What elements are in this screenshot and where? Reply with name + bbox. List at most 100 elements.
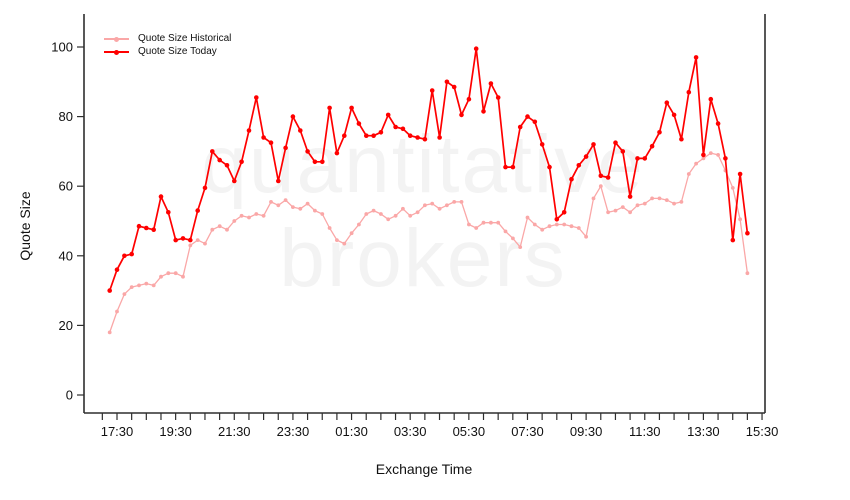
today-series-point xyxy=(129,251,134,257)
today-series-point xyxy=(327,105,332,111)
x-tick-label: 11:30 xyxy=(629,424,661,439)
today-series-point xyxy=(239,159,244,165)
today-series-point xyxy=(290,114,296,119)
x-tick-label: 13:30 xyxy=(687,424,720,439)
historical-series-line xyxy=(109,152,749,333)
historical-series-point xyxy=(745,271,750,276)
today-series-point xyxy=(686,89,692,95)
today-series-point xyxy=(378,130,384,135)
historical-series-point xyxy=(320,212,325,216)
today-series-point xyxy=(232,178,237,184)
today-series-point xyxy=(620,149,626,154)
today-series-point xyxy=(437,135,442,140)
legend-item-historical: Quote Size Historical xyxy=(104,32,231,45)
historical-series-point xyxy=(129,285,134,289)
today-series-point xyxy=(385,112,391,118)
today-series-point xyxy=(320,159,325,165)
historical-series-point xyxy=(620,205,625,210)
historical-series-point xyxy=(401,206,405,211)
today-series-point xyxy=(561,210,567,215)
historical-series-point xyxy=(232,219,237,223)
today-series-point xyxy=(136,223,142,229)
today-series-point xyxy=(210,149,215,154)
historical-series-point xyxy=(298,206,303,211)
today-series-point xyxy=(342,133,347,138)
historical-series-point xyxy=(371,208,376,213)
today-series-point xyxy=(114,267,120,273)
historical-series-point xyxy=(342,241,347,246)
historical-series-point xyxy=(459,200,464,204)
today-series-point xyxy=(525,114,530,119)
today-series-point xyxy=(503,164,508,170)
today-series-point xyxy=(180,236,186,241)
historical-series-point xyxy=(650,196,654,201)
historical-series-point xyxy=(635,203,640,208)
legend-item-today: Quote Size Today xyxy=(104,45,231,58)
today-series-point xyxy=(407,133,413,138)
today-series-point xyxy=(451,84,457,90)
historical-series-point xyxy=(261,213,266,218)
x-tick-label: 01:30 xyxy=(335,424,368,439)
today-series-point xyxy=(723,156,728,161)
x-tick-label: 09:30 xyxy=(570,424,603,439)
x-tick-label: 21:30 xyxy=(218,424,251,439)
today-series-point xyxy=(466,96,472,102)
historical-series-point xyxy=(203,241,207,246)
historical-series-point xyxy=(137,283,141,288)
today-series-point xyxy=(495,95,501,100)
historical-series-point xyxy=(379,212,383,216)
x-tick-label: 03:30 xyxy=(394,424,427,439)
historical-series-point xyxy=(606,210,610,215)
y-tick-label: 20 xyxy=(59,318,73,333)
historical-series-point xyxy=(547,224,552,229)
today-series-point xyxy=(429,88,435,93)
today-series-point xyxy=(298,128,303,133)
today-series-point xyxy=(745,230,750,236)
today-point-icon xyxy=(114,49,119,55)
historical-series-point xyxy=(708,151,713,156)
historical-series-point xyxy=(445,203,449,208)
historical-series-point xyxy=(408,213,413,218)
historical-series-point xyxy=(591,196,596,201)
legend-label-historical: Quote Size Historical xyxy=(138,33,232,44)
historical-series-point xyxy=(569,224,574,229)
today-series-point xyxy=(122,253,127,259)
legend-label-today: Quote Size Today xyxy=(138,46,217,57)
today-series-point xyxy=(107,288,112,293)
historical-series-point xyxy=(423,203,427,208)
today-series-point xyxy=(715,121,721,126)
historical-series-point xyxy=(584,234,588,239)
historical-series-point xyxy=(166,271,171,276)
historical-series-point xyxy=(210,227,215,232)
historical-series-point xyxy=(730,186,735,190)
today-series-point xyxy=(591,142,596,147)
historical-series-point xyxy=(305,201,310,206)
historical-series-point xyxy=(518,245,523,250)
today-series-point xyxy=(422,136,428,142)
today-series-point xyxy=(444,79,450,85)
historical-series-point xyxy=(151,283,156,288)
today-series-point xyxy=(400,126,406,132)
y-tick-label: 40 xyxy=(59,248,73,263)
watermark-line2: brokers xyxy=(279,213,567,304)
historical-series-point xyxy=(525,215,530,220)
today-series-point xyxy=(144,225,149,231)
today-series-point xyxy=(547,164,552,170)
today-series-point xyxy=(613,140,618,145)
watermark: quantitative brokers xyxy=(60,118,786,306)
today-series-point xyxy=(202,185,208,191)
today-series-point xyxy=(649,143,655,149)
today-series-point xyxy=(583,154,589,159)
today-series-point xyxy=(166,210,171,215)
historical-series-point xyxy=(540,227,545,232)
historical-series-point xyxy=(283,198,288,203)
today-swatch xyxy=(104,47,129,56)
today-series-point xyxy=(701,152,706,158)
today-series-point xyxy=(371,133,376,138)
today-series-point xyxy=(679,136,684,142)
today-series-point xyxy=(481,109,486,114)
today-series-point xyxy=(151,227,156,232)
y-tick-label: 80 xyxy=(59,109,73,124)
today-series-point xyxy=(195,208,200,213)
historical-series-point xyxy=(313,208,317,213)
